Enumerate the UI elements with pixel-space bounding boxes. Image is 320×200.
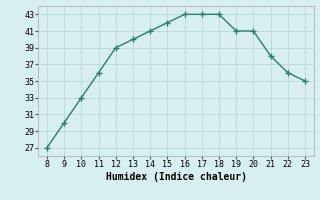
X-axis label: Humidex (Indice chaleur): Humidex (Indice chaleur) — [106, 172, 246, 182]
